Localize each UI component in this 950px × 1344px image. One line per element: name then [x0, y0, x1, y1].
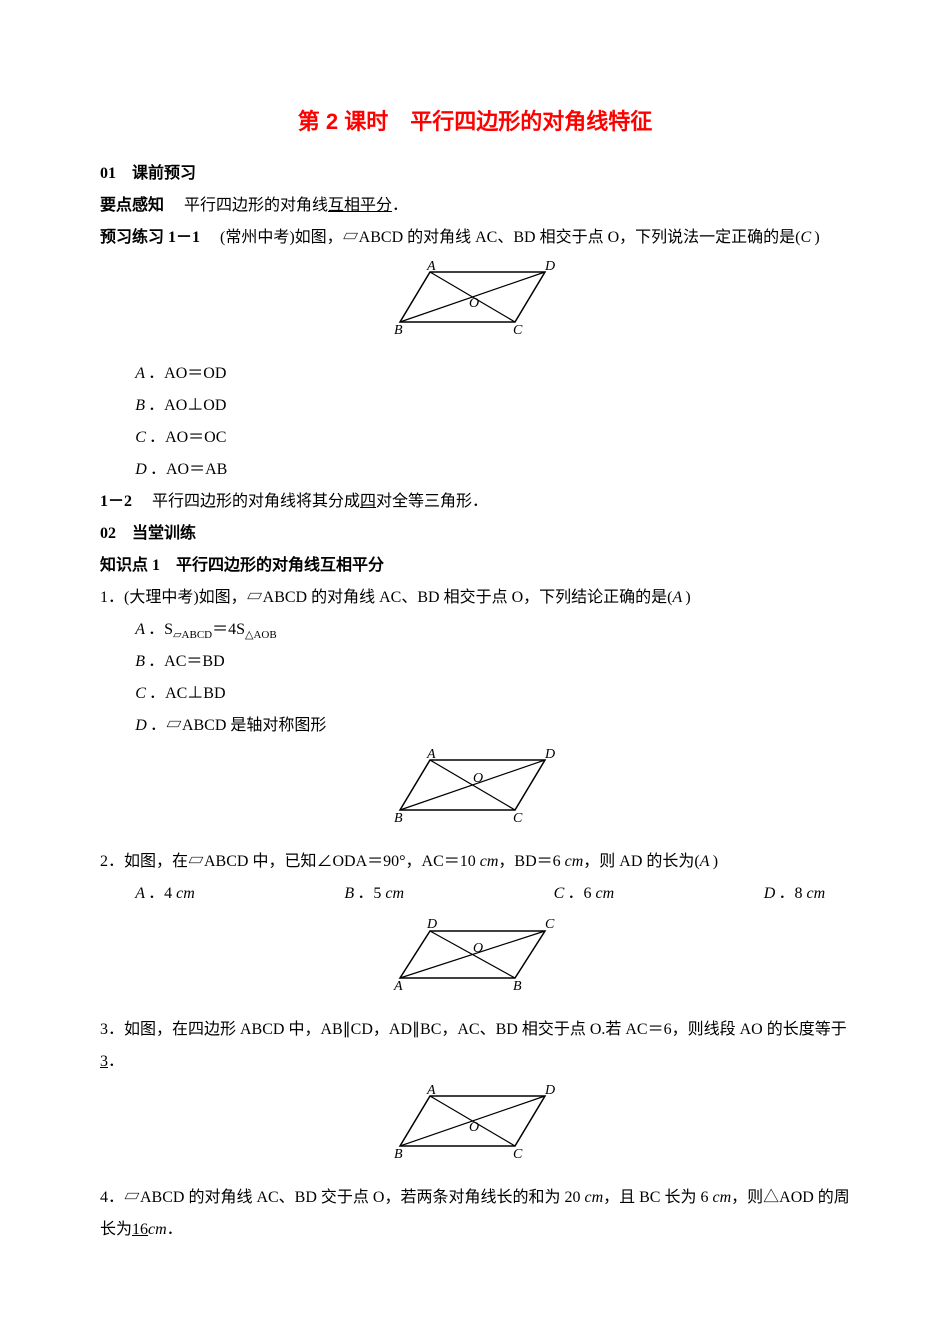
pre-exercise-1: 预习练习 1－1 (常州中考)如图，▱ABCD 的对角线 AC、BD 相交于点 … — [100, 222, 850, 254]
section-label-02: 02 当堂训练 — [100, 525, 196, 542]
svg-text:O: O — [469, 296, 479, 311]
pre1-option-b: B．AO⊥OD — [100, 390, 850, 422]
q3-after: ． — [108, 1053, 124, 1070]
svg-text:D: D — [426, 917, 437, 932]
pre2-label: 1－2 — [100, 493, 132, 510]
question-2: 2．如图，在▱ABCD 中，已知∠ODA＝90°，AC＝10 cm，BD＝6 c… — [100, 846, 850, 878]
svg-text:O: O — [473, 771, 483, 786]
svg-text:C: C — [513, 323, 523, 338]
diagram-q2: D C A B O — [100, 916, 850, 1008]
question-3: 3．如图，在四边形 ABCD 中，AB∥CD，AD∥BC，AC、BD 相交于点 … — [100, 1014, 850, 1078]
q1-option-b: B．AC＝BD — [100, 646, 850, 678]
svg-text:B: B — [513, 979, 522, 994]
svg-text:D: D — [544, 748, 555, 762]
svg-text:O: O — [473, 941, 483, 956]
q4-after: ． — [167, 1221, 183, 1238]
pre2-underline: 四 — [360, 493, 376, 510]
q2-answer: A — [700, 853, 710, 870]
q3-text-a: 3．如图，在四边形 ABCD 中，AB∥CD，AD∥BC，AC、BD 相交于点 … — [100, 1021, 847, 1038]
question-4: 4．▱ABCD 的对角线 AC、BD 交于点 O，若两条对角线长的和为 20 c… — [100, 1182, 850, 1246]
svg-text:C: C — [513, 1147, 523, 1162]
keypoint-underline: 互相平分 — [328, 197, 392, 214]
q2-text-d: ) — [713, 853, 718, 870]
pre1-answer: C — [800, 229, 811, 246]
diagram-pre1: A D B C O — [100, 260, 850, 352]
parallelogram-abcd-q1-icon: A D B C O — [385, 748, 565, 828]
q2-option-b: B．5 cm — [344, 878, 404, 910]
q1-answer: A — [672, 589, 682, 606]
pre-exercise-2: 1－2 平行四边形的对角线将其分成四对全等三角形． — [100, 486, 850, 518]
svg-text:B: B — [394, 811, 403, 826]
pre2-text-b: 对全等三角形． — [376, 493, 488, 510]
pre2-text-a: 平行四边形的对角线将其分成 — [136, 493, 360, 510]
page-title: 第 2 课时 平行四边形的对角线特征 — [100, 100, 850, 144]
keypoint-line: 要点感知 平行四边形的对角线互相平分． — [100, 190, 850, 222]
q2-text-a: 2．如图，在▱ABCD 中，已知∠ODA＝90°，AC＝10 — [100, 853, 480, 870]
svg-text:B: B — [394, 323, 403, 338]
diagram-q3: A D B C O — [100, 1084, 850, 1176]
parallelogram-abcd-q3-icon: A D B C O — [385, 1084, 565, 1164]
q3-underline: 3 — [100, 1053, 108, 1070]
keypoint-label: 要点感知 — [100, 197, 164, 214]
parallelogram-dcba-q2-icon: D C A B O — [385, 916, 565, 996]
q4-underline: 16 — [132, 1221, 148, 1238]
q1-option-c: C．AC⊥BD — [100, 678, 850, 710]
q1-text-a: 1．(大理中考)如图，▱ABCD 的对角线 AC、BD 相交于点 O，下列结论正… — [100, 589, 672, 606]
diagram-q1: A D B C O — [100, 748, 850, 840]
q4-text-a: 4．▱ABCD 的对角线 AC、BD 交于点 O，若两条对角线长的和为 20 — [100, 1189, 584, 1206]
q4-text-b: ，且 BC 长为 6 — [603, 1189, 712, 1206]
q2-option-d: D．8 cm — [764, 878, 825, 910]
q2-options-row: A．4 cm B．5 cm C．6 cm D．8 cm — [100, 878, 825, 910]
svg-text:B: B — [394, 1147, 403, 1162]
question-1: 1．(大理中考)如图，▱ABCD 的对角线 AC、BD 相交于点 O，下列结论正… — [100, 582, 850, 614]
q2-option-a: A．4 cm — [135, 878, 195, 910]
page: 第 2 课时 平行四边形的对角线特征 01 课前预习 要点感知 平行四边形的对角… — [0, 0, 950, 1306]
q2-text-c: ，则 AD 的长为( — [583, 853, 699, 870]
section-01-header: 01 课前预习 — [100, 158, 850, 190]
pre1-label: 预习练习 1－1 — [100, 229, 200, 246]
svg-text:A: A — [426, 748, 436, 762]
q2-text-b: ，BD＝6 — [498, 853, 564, 870]
kp1-label: 知识点 1 平行四边形的对角线互相平分 — [100, 557, 384, 574]
svg-text:C: C — [513, 811, 523, 826]
svg-text:A: A — [393, 979, 403, 994]
section-label-01: 01 课前预习 — [100, 165, 196, 182]
pre1-text-b: ) — [814, 229, 819, 246]
keypoint-after: ． — [392, 197, 408, 214]
pre1-option-a: A．AO＝OD — [100, 358, 850, 390]
svg-text:D: D — [544, 1084, 555, 1098]
pre1-option-c: C．AO＝OC — [100, 422, 850, 454]
pre1-text-a: (常州中考)如图，▱ABCD 的对角线 AC、BD 相交于点 O，下列说法一定正… — [204, 229, 800, 246]
svg-text:C: C — [545, 917, 555, 932]
svg-text:D: D — [544, 260, 555, 274]
pre1-option-d: D．AO＝AB — [100, 454, 850, 486]
knowledge-point-1: 知识点 1 平行四边形的对角线互相平分 — [100, 550, 850, 582]
svg-text:A: A — [426, 1084, 436, 1098]
parallelogram-abcd-top-icon: A D B C O — [385, 260, 565, 340]
svg-text:A: A — [426, 260, 436, 274]
svg-text:O: O — [469, 1120, 479, 1135]
q1-option-a: A．S▱ABCD＝4S△AOB — [100, 614, 850, 646]
q2-option-c: C．6 cm — [554, 878, 615, 910]
q1-text-b: ) — [685, 589, 690, 606]
keypoint-text-before: 平行四边形的对角线 — [168, 197, 328, 214]
section-02-header: 02 当堂训练 — [100, 518, 850, 550]
q1-option-d: D．▱ABCD 是轴对称图形 — [100, 710, 850, 742]
